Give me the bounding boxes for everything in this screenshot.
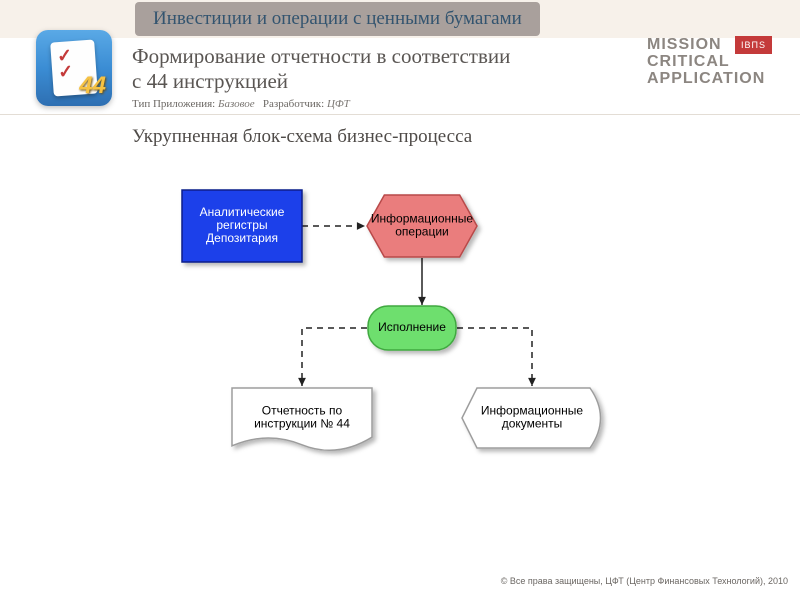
banner-pill: Инвестиции и операции с ценными бумагами bbox=[135, 2, 540, 36]
logo-line1: MISSION bbox=[647, 36, 722, 53]
meta-type-label: Тип Приложения: bbox=[132, 98, 215, 110]
logo-line3: APPLICATION bbox=[647, 71, 772, 88]
meta-dev-label: Разработчик: bbox=[263, 98, 324, 110]
svg-text:регистры: регистры bbox=[216, 218, 267, 232]
page-title: Формирование отчетности в соответствии с… bbox=[132, 44, 562, 94]
app-icon-badge: 44 bbox=[79, 72, 106, 100]
right-logo: MISSION IBПS CRITICAL APPLICATION bbox=[647, 36, 772, 88]
title-line1: Формирование отчетности в соответствии bbox=[132, 44, 510, 68]
svg-text:Информационные: Информационные bbox=[371, 212, 474, 226]
logo-line2: CRITICAL bbox=[647, 54, 772, 71]
title-block: Формирование отчетности в соответствии с… bbox=[132, 44, 562, 110]
svg-text:Исполнение: Исполнение bbox=[378, 320, 446, 334]
svg-text:Аналитические: Аналитические bbox=[200, 205, 285, 219]
svg-text:Информационные: Информационные bbox=[481, 404, 584, 418]
meta-dev-value: ЦФТ bbox=[327, 98, 350, 110]
flowchart: АналитическиерегистрыДепозитария Информац… bbox=[132, 168, 692, 508]
svg-text:Депозитария: Депозитария bbox=[206, 231, 278, 245]
footer-copyright: © Все права защищены, ЦФТ (Центр Финансо… bbox=[501, 576, 788, 586]
meta-type-value: Базовое bbox=[218, 98, 255, 110]
subtitle: Укрупненная блок-схема бизнес-процесса bbox=[132, 126, 472, 148]
app-icon: 44 bbox=[36, 30, 112, 106]
svg-text:операции: операции bbox=[395, 225, 448, 239]
title-line2: с 44 инструкцией bbox=[132, 69, 288, 93]
flowchart-svg: АналитическиерегистрыДепозитария Информац… bbox=[132, 168, 692, 508]
header-underline bbox=[0, 114, 800, 115]
svg-text:инструкции № 44: инструкции № 44 bbox=[254, 417, 350, 431]
meta-line: Тип Приложения: Базовое Разработчик: ЦФТ bbox=[132, 98, 562, 110]
svg-text:документы: документы bbox=[502, 417, 563, 431]
svg-text:Отчетность по: Отчетность по bbox=[262, 404, 343, 418]
logo-redbox: IBПS bbox=[735, 36, 772, 54]
